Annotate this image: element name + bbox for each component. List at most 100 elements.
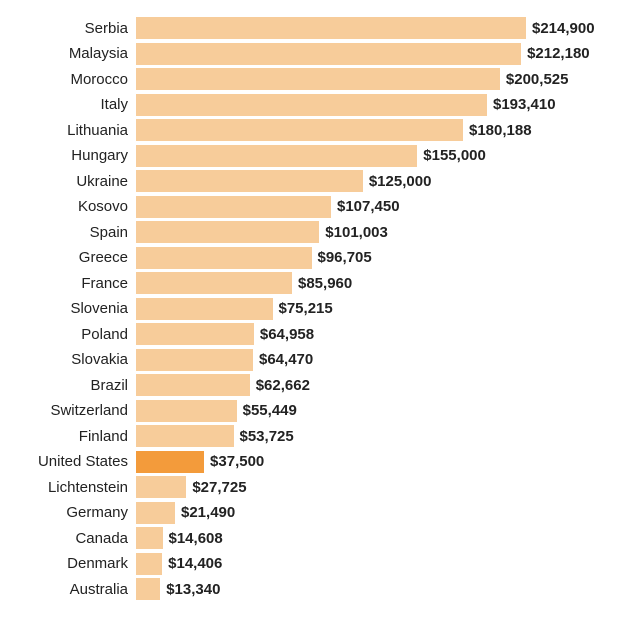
bar-label: Denmark	[6, 555, 136, 572]
bar	[136, 578, 160, 600]
bar-row: Australia $13,340	[6, 577, 620, 601]
bar-value: $14,608	[169, 530, 223, 547]
bar-row: Spain $101,003	[6, 220, 620, 244]
bar-value: $180,188	[469, 122, 532, 139]
bar	[136, 374, 250, 396]
bar	[136, 272, 292, 294]
bar-label: Kosovo	[6, 198, 136, 215]
bar-track: $13,340	[136, 577, 620, 601]
bar	[136, 502, 175, 524]
bar-label: Lichtenstein	[6, 479, 136, 496]
bar-label: Spain	[6, 224, 136, 241]
bar-row: Switzerland $55,449	[6, 399, 620, 423]
bar	[136, 425, 234, 447]
bar-value: $37,500	[210, 453, 264, 470]
bar-row: Brazil $62,662	[6, 373, 620, 397]
bar-track: $214,900	[136, 16, 620, 40]
bar	[136, 247, 312, 269]
bar-track: $180,188	[136, 118, 620, 142]
bar-value: $85,960	[298, 275, 352, 292]
bar-value: $193,410	[493, 96, 556, 113]
bar	[136, 221, 319, 243]
bar-row: Serbia $214,900	[6, 16, 620, 40]
bar-row: Hungary $155,000	[6, 144, 620, 168]
bar-label: Poland	[6, 326, 136, 343]
bar-label: Malaysia	[6, 45, 136, 62]
bar-label: Finland	[6, 428, 136, 445]
bar-value: $14,406	[168, 555, 222, 572]
bar-label: Slovakia	[6, 351, 136, 368]
bar-label: Australia	[6, 581, 136, 598]
bar	[136, 400, 237, 422]
bar-value: $96,705	[318, 249, 372, 266]
bar-label: Hungary	[6, 147, 136, 164]
bar-value: $200,525	[506, 71, 569, 88]
bar-label: Morocco	[6, 71, 136, 88]
bar-track: $193,410	[136, 93, 620, 117]
bar-value: $13,340	[166, 581, 220, 598]
bar-value: $21,490	[181, 504, 235, 521]
bar-track: $55,449	[136, 399, 620, 423]
bar-value: $125,000	[369, 173, 432, 190]
bar	[136, 43, 521, 65]
bar-track: $96,705	[136, 246, 620, 270]
bar-value: $212,180	[527, 45, 590, 62]
bar	[136, 451, 204, 473]
bar-track: $155,000	[136, 144, 620, 168]
bar	[136, 17, 526, 39]
bar-label: United States	[6, 453, 136, 470]
bar-value: $27,725	[192, 479, 246, 496]
bar-row: Italy$193,410	[6, 93, 620, 117]
bar	[136, 553, 162, 575]
bar-label: Germany	[6, 504, 136, 521]
bar-track: $27,725	[136, 475, 620, 499]
bar-row: Slovakia $64,470	[6, 348, 620, 372]
bar-value: $214,900	[532, 20, 595, 37]
bar-track: $64,470	[136, 348, 620, 372]
bar-label: Serbia	[6, 20, 136, 37]
bar-track: $62,662	[136, 373, 620, 397]
bar-row: Greece $96,705	[6, 246, 620, 270]
bar-value: $75,215	[279, 300, 333, 317]
bar-label: Brazil	[6, 377, 136, 394]
bar-value: $64,470	[259, 351, 313, 368]
bar	[136, 94, 487, 116]
bar-track: $107,450	[136, 195, 620, 219]
bar-label: Switzerland	[6, 402, 136, 419]
bar-track: $64,958	[136, 322, 620, 346]
bar	[136, 323, 254, 345]
bar-label: Greece	[6, 249, 136, 266]
bar	[136, 145, 417, 167]
bar-value: $155,000	[423, 147, 486, 164]
bar-track: $75,215	[136, 297, 620, 321]
bar-track: $200,525	[136, 67, 620, 91]
bar-row: Slovenia $75,215	[6, 297, 620, 321]
bar-track: $14,608	[136, 526, 620, 550]
bar-label: France	[6, 275, 136, 292]
bar-value: $101,003	[325, 224, 388, 241]
bar-row: Finland$53,725	[6, 424, 620, 448]
bar-row: Poland$64,958	[6, 322, 620, 346]
bar-row: United States $37,500	[6, 450, 620, 474]
bar-value: $62,662	[256, 377, 310, 394]
bar	[136, 527, 163, 549]
bar	[136, 170, 363, 192]
bar	[136, 196, 331, 218]
bar-track: $21,490	[136, 501, 620, 525]
bar	[136, 349, 253, 371]
bar-track: $101,003	[136, 220, 620, 244]
bar-row: Kosovo$107,450	[6, 195, 620, 219]
bar-track: $37,500	[136, 450, 620, 474]
bar-track: $85,960	[136, 271, 620, 295]
bar-track: $212,180	[136, 42, 620, 66]
bar-track: $53,725	[136, 424, 620, 448]
bar-row: Ukraine $125,000	[6, 169, 620, 193]
bar-row: Morocco $200,525	[6, 67, 620, 91]
bar-row: Lichtenstein $27,725	[6, 475, 620, 499]
bar-row: Lithuania$180,188	[6, 118, 620, 142]
bar	[136, 298, 273, 320]
bar-value: $55,449	[243, 402, 297, 419]
bar-label: Ukraine	[6, 173, 136, 190]
bar-row: Denmark $14,406	[6, 552, 620, 576]
bar-label: Slovenia	[6, 300, 136, 317]
